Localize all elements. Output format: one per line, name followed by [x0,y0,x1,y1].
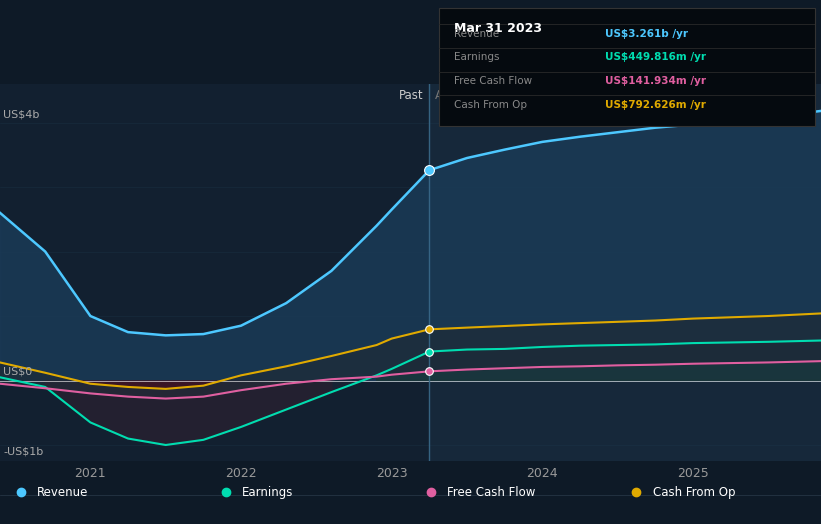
Point [423,347,436,356]
Point [423,325,436,334]
Text: Free Cash Flow: Free Cash Flow [447,486,536,499]
Point [423,367,436,376]
Bar [429,84,821,461]
Text: Earnings: Earnings [454,52,500,62]
Text: US$449.816m /yr: US$449.816m /yr [605,52,706,62]
Text: US$792.626m /yr: US$792.626m /yr [605,100,705,110]
Text: Free Cash Flow: Free Cash Flow [454,76,532,86]
Text: Revenue: Revenue [454,29,499,39]
Text: Analysts Forecasts: Analysts Forecasts [435,89,545,102]
Text: Past: Past [399,89,424,102]
Point [423,166,436,174]
Bar [0,84,429,461]
Text: Cash From Op: Cash From Op [653,486,735,499]
Text: US$141.934m /yr: US$141.934m /yr [605,76,706,86]
Text: Revenue: Revenue [37,486,89,499]
FancyBboxPatch shape [439,8,815,126]
Text: US$0: US$0 [3,367,32,377]
Text: US$4b: US$4b [3,110,39,119]
Text: US$3.261b /yr: US$3.261b /yr [605,29,688,39]
Text: Earnings: Earnings [242,486,294,499]
Text: -US$1b: -US$1b [3,446,44,456]
Text: Mar 31 2023: Mar 31 2023 [454,22,543,35]
Text: Cash From Op: Cash From Op [454,100,527,110]
